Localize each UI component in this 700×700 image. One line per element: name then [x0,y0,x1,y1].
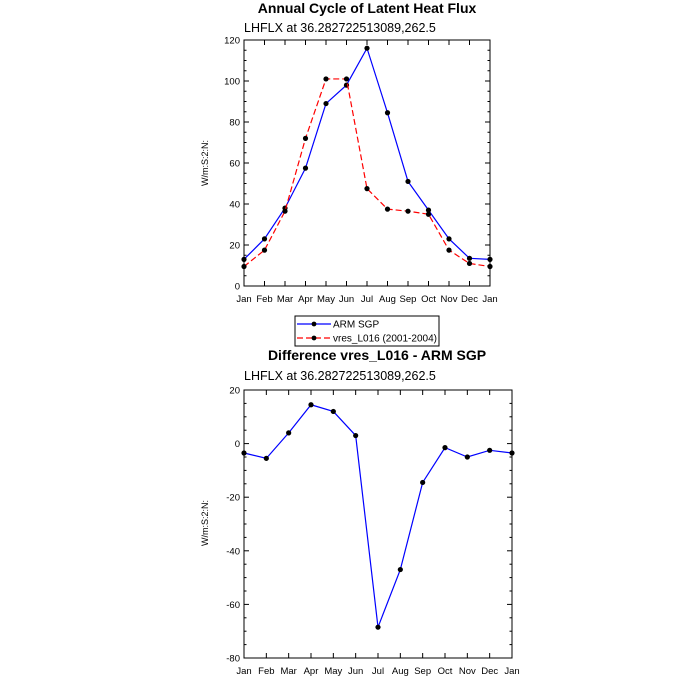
chart2-subtitle: LHFLX at 36.282722513089,262.5 [244,369,436,383]
chart2-series-0-point [286,430,292,436]
chart2-series-0-point [397,566,403,573]
chart2-frame [243,389,513,659]
chart2-ytick-label: 0 [235,439,240,450]
legend-marker-arm-sgp [311,321,317,327]
chart1-series-0-point [466,255,473,261]
chart1-title: Annual Cycle of Latent Heat Flux [258,0,477,16]
chart2-xtick-label: Oct [438,666,453,677]
chart1-series-1-point [282,208,288,214]
chart1-series-0-point [261,236,268,242]
legend-label-vres: vres_L016 (2001-2004) [333,334,437,345]
chart2-series-0-point [420,479,426,486]
chart2-ylabel: W/m:S:2:N: [200,500,210,546]
chart1-xtick-label: Apr [298,294,313,305]
chart1-series-1-point [384,206,391,212]
chart1-ytick-label: 120 [224,36,240,47]
chart1-frame [243,39,491,287]
chart2-series-0-point [375,624,381,630]
chart2-ytick-label: -80 [226,654,240,665]
chart2-series-line-0 [243,404,513,628]
chart1-series-1-point [425,211,432,217]
chart1-xtick-label: Jan [236,294,251,305]
chart2-series-0-point [353,432,359,439]
chart2-series-0-point [442,445,448,451]
chart1-series-1-point [323,76,329,82]
chart2-xtick-label: Feb [258,666,274,677]
chart2-xtick-label: Nov [459,666,476,677]
chart1-series-1-point [343,76,350,82]
chart2-xtick-label: Sep [414,666,431,677]
chart1-legend: ARM SGP vres_L016 (2001-2004) [294,315,440,347]
chart2-xtick-label: Jun [348,666,363,677]
chart1-subtitle: LHFLX at 36.282722513089,262.5 [244,21,436,35]
legend-box [294,315,440,347]
chart1-xtick-label: Dec [461,294,478,305]
chart1-series-line-0 [243,46,491,260]
chart1-series-0-point [384,110,391,116]
chart1-series-1-point [446,247,452,253]
chart1-series-0-point [364,45,370,51]
chart1-xtick-label: Feb [256,294,272,305]
chart2-ytick-label: -40 [226,546,240,557]
chart1-ytick-label: 80 [229,118,240,129]
chart1-series-0-point [425,207,432,213]
chart1-series-1-point [261,247,268,253]
chart1-xtick-label: May [317,294,335,305]
chart2-plot: -80 -60 -40 -20 0 20 Jan Feb Mar Apr May Jun Jul Aug S… [226,386,519,678]
chart1-series-line-1 [243,78,491,268]
chart2-xtick-label: Jul [372,666,384,677]
chart2-xtick-label: May [324,666,342,677]
chart2-xtick-label: Mar [280,666,296,677]
chart1-series-0-point [405,178,411,185]
chart1-ytick-label: 0 [235,282,240,293]
chart1-series-1-point [302,135,309,141]
legend-label-arm-sgp: ARM SGP [333,320,379,331]
chart1-xtick-label: Mar [277,294,293,305]
chart1-series-0-point [446,236,452,242]
chart2-title: Difference vres_L016 - ARM SGP [268,347,486,363]
chart1-xtick-label: Jun [339,294,354,305]
chart1-ytick-label: 40 [229,200,240,211]
chart1-series-1-point [466,260,473,267]
chart1-xtick-label: Sep [400,294,417,305]
chart2-xtick-label: Dec [481,666,498,677]
chart1-xtick-label: Aug [379,294,396,305]
chart2-xtick-label: Aug [392,666,409,677]
chart1-series-1-point [405,208,411,214]
chart2-series-0-point [308,402,314,408]
chart1-series-0-point [323,100,329,107]
chart1-xtick-label: Nov [441,294,458,305]
chart1-ytick-label: 60 [229,159,240,170]
chart1-plot: 0 20 40 60 80 100 120 Jan Feb Mar Apr May Jun Jul Aug S… [224,36,498,306]
chart1-series-0-point [302,165,309,171]
legend-marker-vres [311,335,317,341]
chart1-ytick-label: 20 [229,241,240,252]
chart1-ylabel: W/m:S:2:N: [200,140,210,186]
chart1-xtick-label: Jan [482,294,497,305]
chart2-xtick-label: Apr [304,666,319,677]
chart1-xtick-label: Jul [361,294,373,305]
chart2-series-0-point [487,447,493,453]
chart2-series-0-point [330,408,336,415]
chart2-xtick-label: Jan [236,666,251,677]
chart2-ytick-label: 20 [229,386,240,397]
chart2-ytick-label: -20 [226,493,240,504]
chart2-series-0-point [464,454,470,460]
chart1-xtick-label: Oct [421,294,436,305]
chart2-ytick-label: -60 [226,600,240,611]
chart2-xtick-label: Jan [504,666,519,677]
chart1-ytick-label: 100 [224,77,240,88]
chart1-series-1-point [364,186,370,192]
chart2-series-0-point [263,455,269,461]
